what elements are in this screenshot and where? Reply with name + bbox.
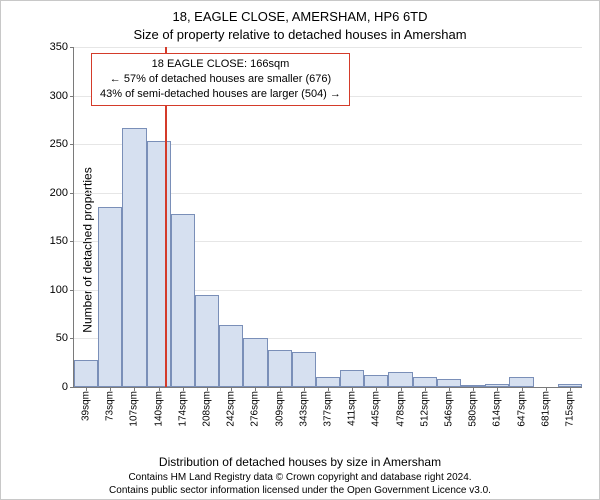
- credits: Contains HM Land Registry data © Crown c…: [1, 472, 599, 497]
- infobox-line1: 18 EAGLE CLOSE: 166sqm: [100, 57, 341, 72]
- xtick-label: 681sqm: [540, 391, 551, 427]
- xtick-label: 614sqm: [492, 391, 503, 427]
- infobox-line2: ← 57% of detached houses are smaller (67…: [100, 72, 341, 87]
- histogram-bar: [340, 370, 364, 387]
- histogram-bar: [364, 375, 388, 387]
- xtick-label: 478sqm: [395, 391, 406, 427]
- ytick-mark: [70, 96, 74, 97]
- infobox-line3: 43% of semi-detached houses are larger (…: [100, 87, 341, 102]
- histogram-bar: [509, 377, 533, 387]
- credits-line2: Contains public sector information licen…: [1, 485, 599, 498]
- xtick-label: 715sqm: [564, 391, 575, 427]
- xtick-label: 242sqm: [226, 391, 237, 427]
- histogram-bar: [268, 350, 292, 387]
- xtick-label: 647sqm: [516, 391, 527, 427]
- xtick-label: 377sqm: [323, 391, 334, 427]
- histogram-bar: [243, 338, 267, 387]
- title-line1: 18, EAGLE CLOSE, AMERSHAM, HP6 6TD: [1, 9, 599, 24]
- marker-infobox: 18 EAGLE CLOSE: 166sqm ← 57% of detached…: [91, 53, 350, 106]
- histogram-bar: [437, 379, 461, 387]
- xtick-label: 174sqm: [177, 391, 188, 427]
- ytick-label: 50: [56, 332, 68, 344]
- xtick-label: 411sqm: [347, 391, 358, 426]
- xtick-label: 107sqm: [129, 391, 140, 427]
- histogram-bar: [292, 352, 316, 387]
- histogram-bar: [171, 214, 195, 387]
- histogram-bar: [413, 377, 437, 387]
- xtick-label: 73sqm: [105, 391, 116, 421]
- ytick-mark: [70, 338, 74, 339]
- x-axis-label: Distribution of detached houses by size …: [1, 455, 599, 469]
- ytick-label: 100: [50, 284, 68, 296]
- histogram-bar: [195, 295, 219, 387]
- histogram-bar: [98, 207, 122, 387]
- histogram-bar: [388, 372, 412, 387]
- ytick-label: 300: [50, 90, 68, 102]
- histogram-bar: [74, 360, 98, 387]
- xtick-label: 512sqm: [419, 391, 430, 427]
- xtick-label: 580sqm: [468, 391, 479, 427]
- credits-line1: Contains HM Land Registry data © Crown c…: [1, 472, 599, 485]
- xtick-label: 546sqm: [443, 391, 454, 427]
- xtick-label: 309sqm: [274, 391, 285, 427]
- ytick-label: 350: [50, 41, 68, 53]
- ytick-mark: [70, 290, 74, 291]
- ytick-mark: [70, 241, 74, 242]
- ytick-mark: [70, 387, 74, 388]
- chart-container: 18, EAGLE CLOSE, AMERSHAM, HP6 6TD Size …: [0, 0, 600, 500]
- histogram-bar: [122, 128, 146, 387]
- xtick-label: 140sqm: [153, 391, 164, 427]
- xtick-label: 343sqm: [298, 391, 309, 427]
- ytick-mark: [70, 193, 74, 194]
- ytick-label: 150: [50, 235, 68, 247]
- ytick-label: 0: [62, 381, 68, 393]
- ytick-mark: [70, 144, 74, 145]
- histogram-bar: [316, 377, 340, 387]
- ytick-label: 250: [50, 138, 68, 150]
- ytick-label: 200: [50, 187, 68, 199]
- gridline: [74, 47, 582, 48]
- xtick-label: 208sqm: [202, 391, 213, 427]
- ytick-mark: [70, 47, 74, 48]
- xtick-label: 39sqm: [81, 391, 92, 421]
- title-line2: Size of property relative to detached ho…: [1, 27, 599, 42]
- xtick-label: 445sqm: [371, 391, 382, 427]
- histogram-bar: [219, 325, 243, 387]
- xtick-label: 276sqm: [250, 391, 261, 427]
